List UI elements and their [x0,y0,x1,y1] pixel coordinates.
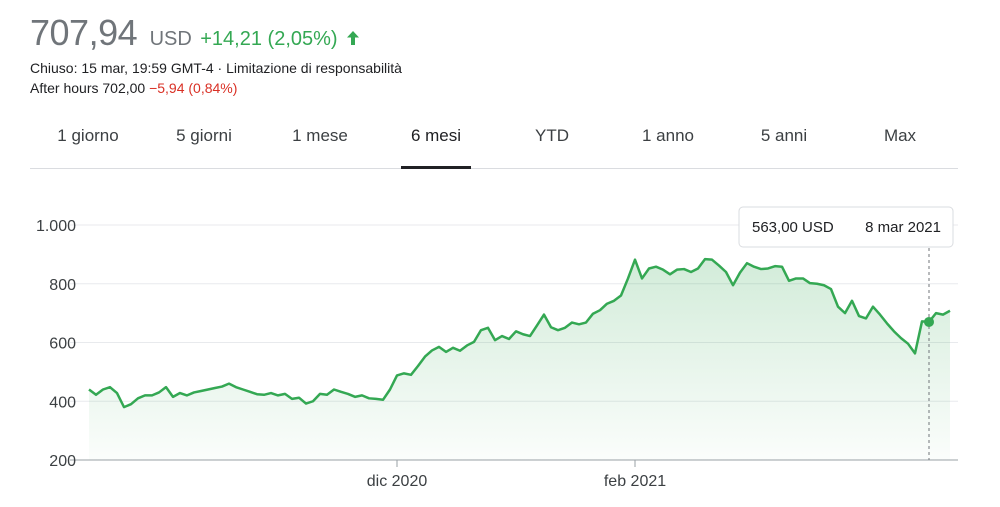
tab-max[interactable]: Max [883,126,917,145]
after-hours-price: After hours 702,00 [30,80,146,96]
x-tick-label: dic 2020 [367,473,428,490]
tab-ytd[interactable]: YTD [535,126,569,145]
quote-header: 707,94 USD +14,21 (2,05%) [30,12,360,54]
tab-5-giorni[interactable]: 5 giorni [176,126,232,145]
price-chart[interactable]: 1.000 800 600 400 200 dic 2020 feb 2021 563,0… [0,180,1000,507]
quote-meta: Chiuso: 15 mar, 19:59 GMT-4 · Limitazion… [30,58,402,98]
range-tabs: 1 giorno 5 giorni 1 mese 6 mesi YTD 1 an… [30,112,958,169]
arrow-up-icon [347,31,360,45]
y-tick-label: 600 [49,336,76,353]
tooltip-box [738,206,954,248]
y-tick-label: 800 [49,277,76,294]
tab-1-mese[interactable]: 1 mese [292,126,348,145]
currency-label: USD [149,28,192,50]
price-area [89,259,950,460]
y-tick-label: 200 [49,453,76,470]
hover-tooltip: 563,00 USD 8 mar 2021 [738,206,954,248]
tab-1-giorno[interactable]: 1 giorno [57,126,119,145]
x-tick-label: feb 2021 [604,473,666,490]
y-tick-label: 400 [49,394,76,411]
current-price: 707,94 [30,12,138,53]
hover-point [924,316,934,327]
x-axis: dic 2020 feb 2021 [367,460,666,490]
price-change: +14,21 (2,05%) [200,28,338,50]
tooltip-value: 563,00 USD [752,219,834,236]
after-hours-change: −5,94 (0,84%) [149,80,238,96]
active-tab-indicator [401,166,471,169]
tab-5-anni[interactable]: 5 anni [760,126,808,145]
tab-1-anno[interactable]: 1 anno [642,126,694,145]
closed-status: Chiuso: 15 mar, 19:59 GMT-4 · Limitazion… [30,60,402,76]
after-hours: After hours 702,00 −5,94 (0,84%) [30,78,402,98]
tab-6-mesi[interactable]: 6 mesi [378,112,494,169]
tooltip-date: 8 mar 2021 [865,219,941,236]
y-tick-label: 1.000 [36,218,76,235]
price-line [88,257,951,409]
y-axis-labels: 1.000 800 600 400 200 [36,218,76,470]
